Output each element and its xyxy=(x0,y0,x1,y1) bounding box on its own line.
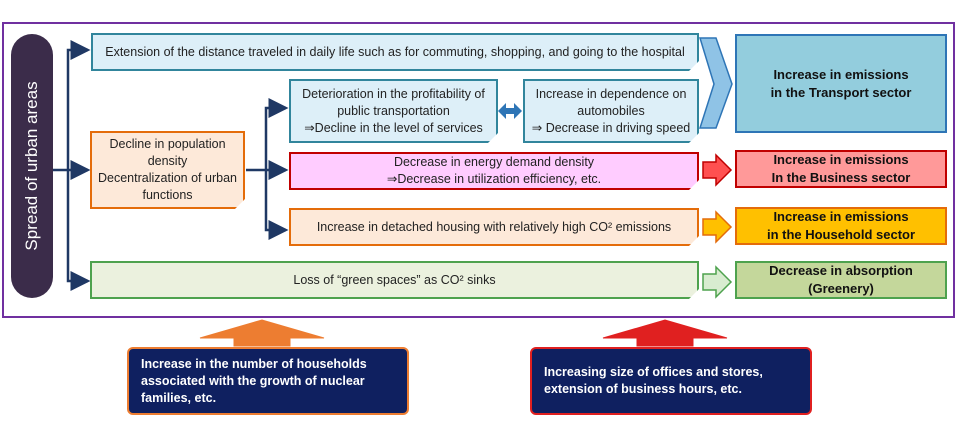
detached-housing-text: Increase in detached housing with relati… xyxy=(316,219,672,234)
green-spaces-box: Loss of “green spaces” as CO² sinks xyxy=(90,261,700,300)
spread-of-urban-areas-label: Spread of urban areas xyxy=(11,34,53,298)
automobile-line-2: ⇒ Decrease in driving speed xyxy=(531,120,691,135)
distance-box: Extension of the distance traveled in da… xyxy=(91,33,700,72)
household-block-arrow-icon xyxy=(702,210,733,244)
household-result-line-1: Increase in emissions xyxy=(773,209,909,224)
business-result-line-1: Increase in emissions xyxy=(773,152,909,167)
transport-result-line-2: in the Transport sector xyxy=(770,84,912,100)
public-transport-line-2: ⇒Decline in the level of services xyxy=(304,120,483,135)
population-box: Decline in population density Decentrali… xyxy=(90,131,246,210)
households-note-text: Increase in the number of households ass… xyxy=(141,356,367,405)
transport-result: Increase in emissions in the Transport s… xyxy=(735,34,947,133)
public-transport-box: Deterioration in the profitability of pu… xyxy=(289,79,499,144)
offices-note-text: Increasing size of offices and stores, e… xyxy=(544,365,763,396)
population-line-1: Decline in population density xyxy=(109,137,226,168)
public-transport-line-1: Deterioration in the profitability of pu… xyxy=(302,86,485,118)
arrow-to-distance xyxy=(66,40,91,170)
greenery-block-arrow-icon xyxy=(702,265,733,299)
household-result: Increase in emissions in the Household s… xyxy=(735,207,947,245)
spread-text: Spread of urban areas xyxy=(22,81,41,251)
population-line-2: Decentralization of urban functions xyxy=(98,171,237,202)
absorption-result-line-1: Decrease in absorption xyxy=(769,263,913,278)
household-result-line-2: in the Household sector xyxy=(766,227,916,242)
automobile-line-1: Increase in dependence on automobiles xyxy=(535,86,687,118)
business-result-line-2: In the Business sector xyxy=(771,170,911,185)
arrow-to-green xyxy=(66,170,91,291)
absorption-result-line-2: (Greenery) xyxy=(808,281,874,296)
offices-note: Increasing size of offices and stores, e… xyxy=(530,347,812,415)
business-result: Increase in emissions In the Business se… xyxy=(735,150,947,188)
energy-density-line-2: ⇒Decrease in utilization efficiency, etc… xyxy=(386,172,602,186)
energy-density-box: Decrease in energy demand density ⇒Decre… xyxy=(289,152,700,191)
energy-density-line-1: Decrease in energy demand density xyxy=(393,155,595,169)
arrow-to-public xyxy=(264,98,289,170)
offices-up-arrow-icon xyxy=(602,319,728,347)
households-note: Increase in the number of households ass… xyxy=(127,347,409,415)
households-up-arrow-icon xyxy=(199,319,325,347)
arrow-to-housing xyxy=(264,170,289,240)
diagram-frame xyxy=(2,22,955,318)
distance-text: Extension of the distance traveled in da… xyxy=(105,44,685,59)
transport-result-line-1: Increase in emissions xyxy=(773,66,909,82)
absorption-result: Decrease in absorption (Greenery) xyxy=(735,261,947,299)
double-arrow-icon xyxy=(498,103,522,119)
automobile-box: Increase in dependence on automobiles ⇒ … xyxy=(523,79,700,144)
business-block-arrow-icon xyxy=(702,153,733,187)
transport-block-arrow-icon xyxy=(698,37,733,129)
green-spaces-text: Loss of “green spaces” as CO² sinks xyxy=(293,272,496,287)
detached-housing-box: Increase in detached housing with relati… xyxy=(289,208,700,247)
